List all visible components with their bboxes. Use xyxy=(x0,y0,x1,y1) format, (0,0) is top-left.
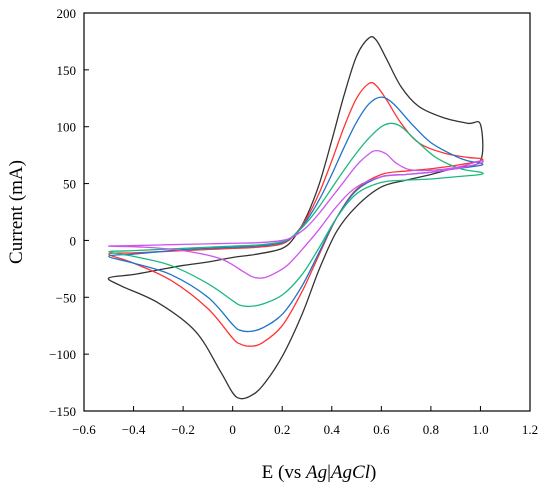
x-tick-label: 0.2 xyxy=(274,422,290,437)
cv-curve-5 xyxy=(108,149,484,279)
x-tick-label: 1.2 xyxy=(522,422,538,437)
cv-curve-3 xyxy=(108,96,484,333)
x-tick-label: 0.6 xyxy=(373,422,390,437)
x-tick-label: 0 xyxy=(229,422,236,437)
plot-frame xyxy=(83,12,531,412)
y-tick-labels: 200 150 100 50 0 −50 −100 −150 xyxy=(49,6,76,419)
y-tick-label: −100 xyxy=(49,347,76,362)
y-tick-label: 150 xyxy=(57,63,77,78)
y-tick-label: 0 xyxy=(70,233,77,248)
cv-curve-4 xyxy=(108,122,484,308)
x-tick-label: 0.4 xyxy=(324,422,341,437)
x-tick-label: −0.4 xyxy=(122,422,146,437)
cv-curve-1 xyxy=(107,36,484,400)
x-axis-title: E (vs Ag|AgCl) xyxy=(262,462,377,483)
axis-ticks xyxy=(83,12,531,412)
x-tick-label: −0.2 xyxy=(171,422,195,437)
cv-curve-2 xyxy=(108,81,484,347)
cv-curves xyxy=(107,36,484,400)
y-tick-label: 100 xyxy=(57,120,77,135)
x-tick-label: −0.6 xyxy=(72,422,96,437)
y-tick-label: −150 xyxy=(49,404,76,419)
x-tick-label: 1.0 xyxy=(472,422,488,437)
x-tick-label: 0.8 xyxy=(423,422,439,437)
y-tick-label: 50 xyxy=(63,177,76,192)
y-tick-label: −50 xyxy=(56,290,76,305)
x-tick-labels: −0.6 −0.4 −0.2 0 0.2 0.4 0.6 0.8 1.0 1.2 xyxy=(72,422,538,437)
y-tick-label: 200 xyxy=(57,6,77,21)
y-axis-title: Current (mA) xyxy=(6,160,27,264)
